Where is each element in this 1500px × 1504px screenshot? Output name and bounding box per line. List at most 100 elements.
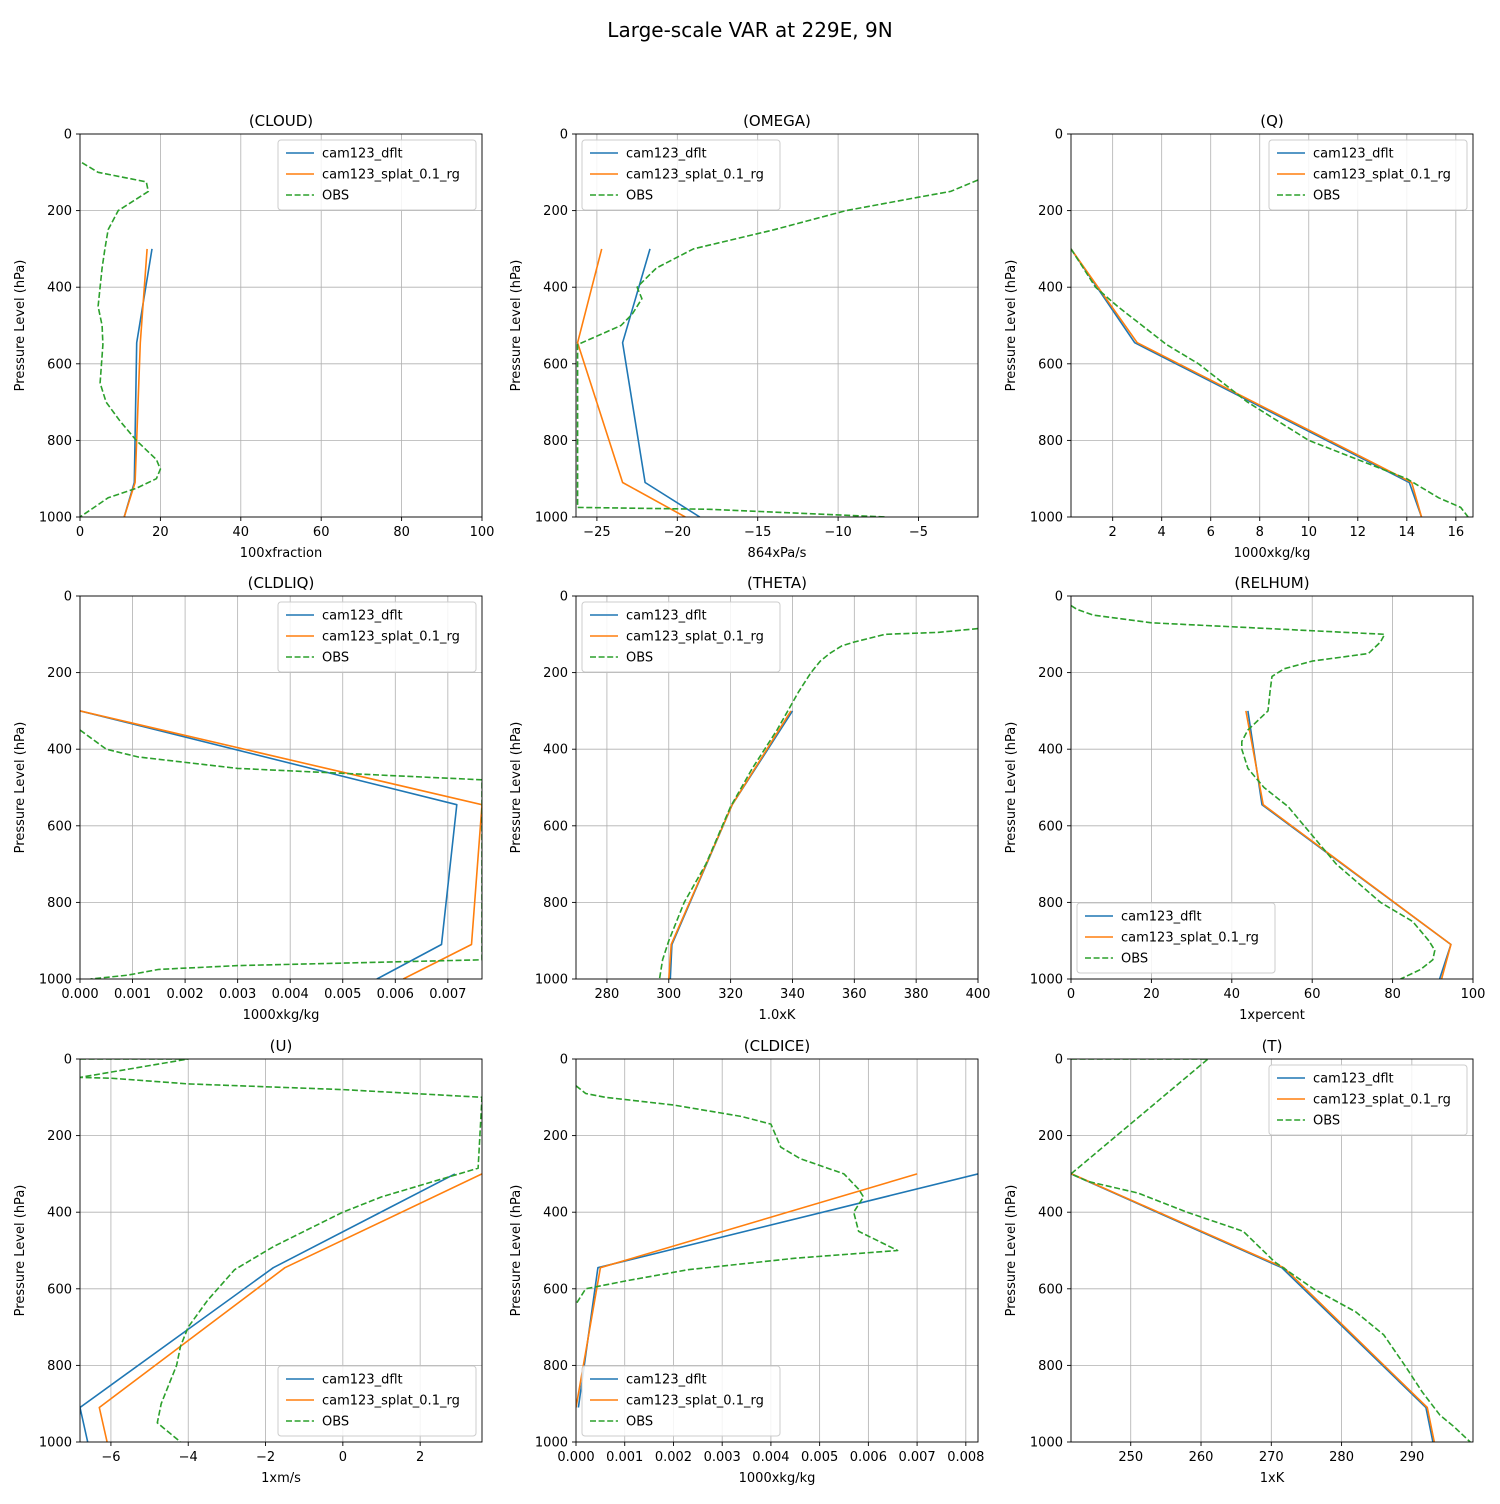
chart-title: (T) xyxy=(1262,1037,1283,1055)
x-axis-label: 1xm/s xyxy=(261,1471,301,1486)
x-axis-label: 1xK xyxy=(1260,1471,1285,1486)
y-tick-label: 600 xyxy=(1038,819,1063,834)
chart-panel: 0.000 0.001 0.002 0.003 0.004 0.005 0.006 0.007… xyxy=(13,574,483,1023)
axes-frame xyxy=(79,595,483,980)
x-tick-label: 0.006 xyxy=(850,1450,887,1465)
y-tick-label: 200 xyxy=(543,666,568,681)
y-tick-label: 0 xyxy=(1055,590,1063,605)
legend-label: cam123_dflt xyxy=(1121,910,1202,925)
series-line-cam123-splat-0-1-rg xyxy=(123,248,148,517)
y-tick-label: 0 xyxy=(64,590,72,605)
x-tick-label: 40 xyxy=(1224,987,1241,1002)
x-tick-label: 280 xyxy=(595,987,620,1002)
y-tick-label: 400 xyxy=(47,1206,72,1221)
x-tick-label: 40 xyxy=(233,525,250,540)
chart-title: (Q) xyxy=(1260,112,1284,130)
y-tick-label: 400 xyxy=(1038,281,1063,296)
chart-title: (U) xyxy=(270,1037,293,1055)
x-tick-label: 0.000 xyxy=(61,987,98,1002)
x-tick-label: 12 xyxy=(1350,525,1367,540)
x-tick-label: −25 xyxy=(583,525,610,540)
y-tick-label: 600 xyxy=(47,1282,72,1297)
y-tick-label: 200 xyxy=(1038,1129,1063,1144)
y-tick-label: 0 xyxy=(560,590,568,605)
x-tick-label: 4 xyxy=(1158,525,1166,540)
legend-label: OBS xyxy=(626,189,653,204)
legend-label: OBS xyxy=(1313,1114,1340,1129)
series-line-obs xyxy=(576,179,978,517)
series-line-obs xyxy=(1071,1059,1471,1442)
x-tick-label: −6 xyxy=(101,1450,120,1465)
series-line-cam123-splat-0-1-rg xyxy=(668,710,792,979)
x-tick-label: 0.003 xyxy=(219,987,256,1002)
legend: cam123_dflt cam123_splat_0.1_rg OBS xyxy=(581,601,781,673)
y-tick-label: 1000 xyxy=(535,1436,568,1451)
legend-label: cam123_splat_0.1_rg xyxy=(626,1394,764,1409)
axes-frame xyxy=(79,133,483,518)
chart-panel: 0 20 40 60 80 10002004006008001000(RELHUM)1xp… xyxy=(1004,574,1485,1023)
x-tick-label: 16 xyxy=(1448,525,1465,540)
y-axis-label: Pressure Level (hPa) xyxy=(509,722,524,854)
legend-box xyxy=(277,601,477,673)
legend: cam123_dflt cam123_splat_0.1_rg OBS xyxy=(277,1365,477,1437)
series-line-obs xyxy=(80,1059,482,1442)
y-tick-label: 0 xyxy=(64,128,72,143)
chart-panel: 0 20 40 60 80 10002004006008001000(CLOUD)100x… xyxy=(13,112,494,561)
y-tick-label: 200 xyxy=(1038,666,1063,681)
x-tick-label: −20 xyxy=(664,525,691,540)
x-axis-label: 1000xkg/kg xyxy=(243,1008,320,1023)
y-axis-label: Pressure Level (hPa) xyxy=(1004,722,1019,854)
legend-label: OBS xyxy=(1121,952,1148,967)
legend-label: cam123_splat_0.1_rg xyxy=(322,630,460,645)
x-tick-label: −2 xyxy=(256,1450,275,1465)
legend-label: OBS xyxy=(626,1415,653,1430)
y-axis-label: Pressure Level (hPa) xyxy=(509,1185,524,1317)
y-tick-label: 1000 xyxy=(39,973,72,988)
y-tick-label: 800 xyxy=(1038,1359,1063,1374)
y-tick-label: 800 xyxy=(543,896,568,911)
y-tick-label: 200 xyxy=(543,204,568,219)
chart-title: (CLOUD) xyxy=(249,112,313,130)
x-tick-label: 0.002 xyxy=(655,1450,692,1465)
x-tick-label: 80 xyxy=(1384,987,1401,1002)
legend-box xyxy=(1268,139,1468,211)
legend-label: cam123_dflt xyxy=(322,1373,403,1388)
x-tick-label: 60 xyxy=(313,525,330,540)
x-tick-label: 0.007 xyxy=(429,987,466,1002)
y-tick-label: 600 xyxy=(543,819,568,834)
y-tick-label: 800 xyxy=(543,434,568,449)
chart-panel: 280 300 320 340 360 380 400 0 200 400 600 800 1000 (T… xyxy=(509,574,990,1023)
x-tick-label: 290 xyxy=(1399,1450,1424,1465)
x-axis-label: 1000xkg/kg xyxy=(1234,546,1311,561)
series-line-cam123-splat-0-1-rg xyxy=(1245,710,1452,979)
y-tick-label: 400 xyxy=(47,281,72,296)
y-tick-label: 1000 xyxy=(1030,511,1063,526)
x-tick-label: 400 xyxy=(966,987,991,1002)
legend: cam123_dflt cam123_splat_0.1_rg OBS xyxy=(1268,139,1468,211)
legend-box xyxy=(581,139,781,211)
legend: cam123_dflt cam123_splat_0.1_rg OBS xyxy=(1268,1064,1468,1136)
x-tick-label: 80 xyxy=(393,525,410,540)
panels-container: 0 20 40 60 80 10002004006008001000(CLOUD)100x… xyxy=(13,112,1485,1486)
x-axis-label: 1xpercent xyxy=(1239,1008,1305,1023)
axes-frame xyxy=(1070,133,1474,518)
y-tick-label: 600 xyxy=(47,819,72,834)
x-axis-label: 864xPa/s xyxy=(748,546,807,561)
y-tick-label: 0 xyxy=(64,1053,72,1068)
legend-label: OBS xyxy=(626,651,653,666)
chart-title: (RELHUM) xyxy=(1234,574,1309,592)
legend-label: cam123_dflt xyxy=(626,609,707,624)
series-line-cam123-splat-0-1-rg xyxy=(1071,1173,1436,1442)
axes-frame xyxy=(575,595,979,980)
axes-frame xyxy=(1070,1058,1474,1443)
y-tick-label: 600 xyxy=(543,357,568,372)
chart-panel: −25 −20 −15 −10 −5 0 200 400 600 800 1000 (OMEGA) 86… xyxy=(509,112,979,561)
y-tick-label: 200 xyxy=(543,1129,568,1144)
y-tick-label: 400 xyxy=(543,743,568,758)
legend-label: cam123_splat_0.1_rg xyxy=(322,1394,460,1409)
x-tick-label: 250 xyxy=(1118,1450,1143,1465)
series-line-obs xyxy=(658,627,978,979)
y-tick-label: 400 xyxy=(543,281,568,296)
